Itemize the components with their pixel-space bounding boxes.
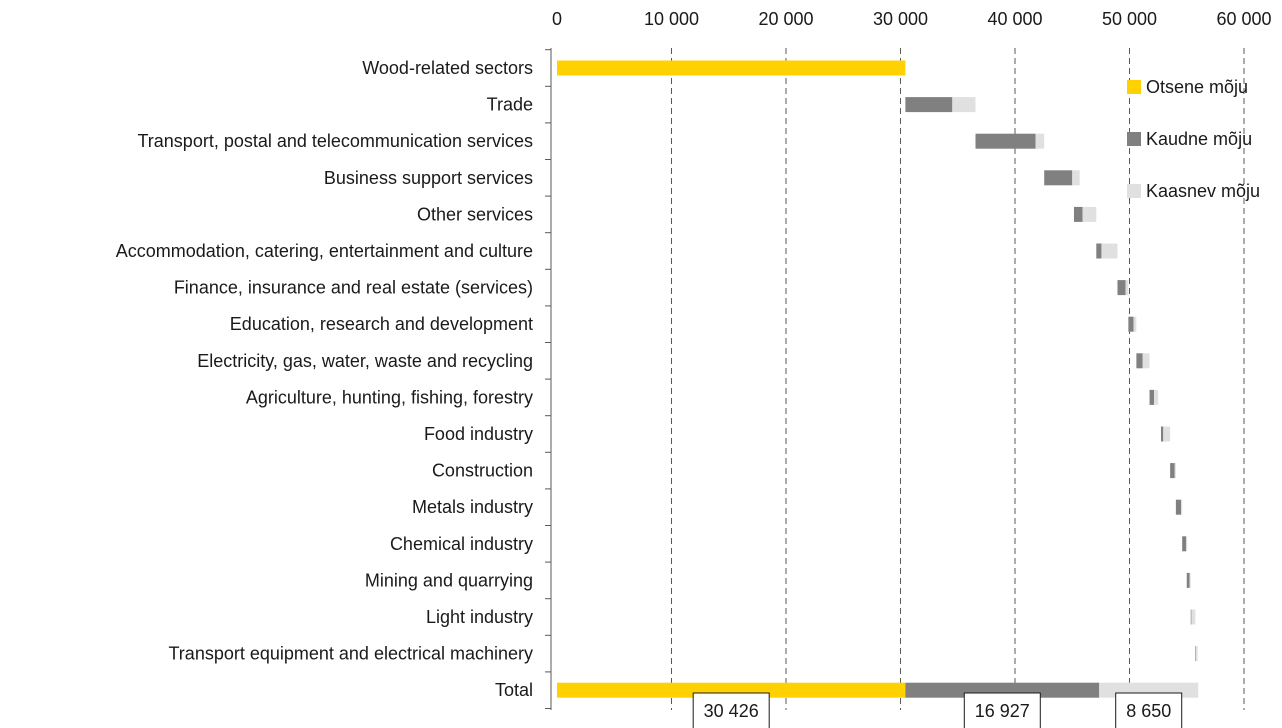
bar-segment (1101, 243, 1118, 259)
bars (557, 60, 1199, 698)
bar-segment (1125, 280, 1129, 296)
category-label: Finance, insurance and real estate (serv… (174, 278, 533, 298)
bar-segment (1128, 316, 1134, 332)
category-label: Education, research and development (230, 314, 533, 334)
bar-segment (905, 682, 1100, 698)
bar-segment (1191, 609, 1196, 625)
category-label: Other services (417, 204, 533, 224)
category-label: Construction (432, 461, 533, 481)
category-label: Trade (487, 95, 533, 115)
bar-segment (1133, 316, 1137, 332)
total-value-box (692, 692, 770, 728)
bar-segment (1096, 243, 1102, 259)
bar-segment (1072, 170, 1080, 186)
total-value-box (963, 692, 1041, 728)
bar-segment (1082, 206, 1097, 222)
bar-segment (1160, 426, 1164, 442)
total-value-box (1115, 692, 1183, 728)
bar-segment (1195, 646, 1198, 662)
x-tick-label: 30 000 (873, 9, 928, 29)
bar-segment (1170, 463, 1175, 479)
bar-segment (1035, 133, 1045, 149)
legend-swatch (1127, 184, 1141, 198)
gridlines (671, 48, 1245, 710)
bar-segment (1181, 499, 1183, 515)
bar-segment (905, 97, 953, 113)
bar-segment (975, 133, 1036, 149)
category-label: Electricity, gas, water, waste and recyc… (197, 351, 533, 371)
bar-segment (1195, 646, 1197, 662)
category-label: Transport, postal and telecommunication … (137, 131, 533, 151)
category-label: Metals industry (412, 497, 533, 517)
x-tick-label: 20 000 (758, 9, 813, 29)
x-tick-label: 40 000 (987, 9, 1042, 29)
bar-segment (1182, 536, 1187, 552)
bar-segment (1174, 463, 1176, 479)
bar-segment (1186, 572, 1190, 588)
category-label: Mining and quarrying (365, 570, 533, 590)
legend-label: Kaudne mõju (1146, 129, 1252, 149)
category-label: Light industry (426, 607, 533, 627)
bar-segment (1175, 499, 1182, 515)
bar-segment (1154, 389, 1159, 405)
bar-segment (557, 60, 906, 76)
bar-segment (1186, 536, 1188, 552)
category-label: Chemical industry (390, 534, 533, 554)
total-value-label: 8 650 (1126, 701, 1171, 721)
category-label: Food industry (424, 424, 533, 444)
total-value-label: 30 426 (704, 701, 759, 721)
legend-swatch (1127, 132, 1141, 146)
bar-segment (1044, 170, 1073, 186)
bar-segment (1117, 280, 1126, 296)
total-value-label: 16 927 (975, 701, 1030, 721)
total-value-labels: 30 426 16 927 8 650 (692, 692, 1183, 728)
bar-segment (1163, 426, 1171, 442)
bar-segment (1142, 353, 1150, 369)
x-tick-label: 60 000 (1216, 9, 1271, 29)
bar-segment (952, 97, 976, 113)
category-labels: Wood-related sectors Trade Transport, post… (116, 58, 533, 700)
category-label: Total (495, 680, 533, 700)
category-label: Accommodation, catering, entertainment a… (116, 241, 533, 261)
legend-label: Otsene mõju (1146, 77, 1248, 97)
legend: Otsene mõju Kaudne mõju Kaasnev mõju (1127, 77, 1260, 201)
bar-segment (1189, 572, 1191, 588)
bar-segment (557, 682, 906, 698)
legend-swatch (1127, 80, 1141, 94)
y-axis (545, 48, 552, 710)
category-label: Transport equipment and electrical machi… (168, 644, 533, 664)
category-label: Wood-related sectors (362, 58, 533, 78)
x-tick-label: 10 000 (644, 9, 699, 29)
bar-segment (1190, 609, 1192, 625)
category-label: Business support services (324, 168, 533, 188)
bar-segment (1073, 206, 1083, 222)
x-tick-label: 50 000 (1102, 9, 1157, 29)
bar-segment (1136, 353, 1143, 369)
legend-label: Kaasnev mõju (1146, 181, 1260, 201)
x-axis-ticks: 0 10 000 20 000 30 000 40 000 50 000 60 000 (552, 9, 1272, 29)
bar-segment (1149, 389, 1155, 405)
x-tick-label: 0 (552, 9, 562, 29)
category-label: Agriculture, hunting, fishing, forestry (246, 387, 533, 407)
